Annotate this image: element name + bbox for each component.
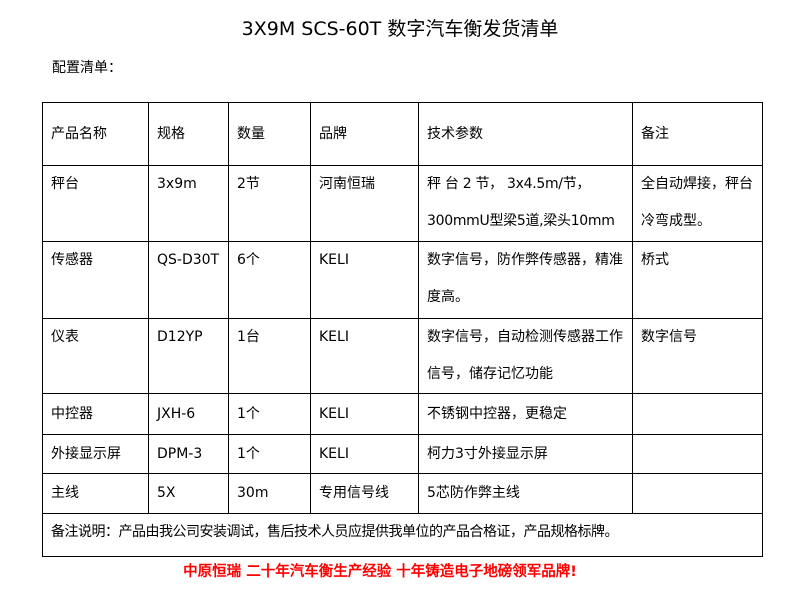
table-row: 主线 5X 30m 专用信号线 5芯防作弊主线 (42, 473, 763, 514)
cell: 5芯防作弊主线 (418, 473, 633, 514)
cell: KELI (310, 393, 419, 435)
cell: 1个 (228, 434, 311, 474)
cell: 30m (228, 473, 311, 514)
cell: KELI (310, 434, 419, 474)
cell: D12YP (148, 318, 229, 394)
document-title: 3X9M SCS-60T 数字汽车衡发货清单 (241, 18, 559, 40)
cell: 1台 (228, 318, 311, 394)
table-header-row: 产品名称 规格 数量 品牌 技术参数 备注 (42, 102, 763, 166)
cell: 秤台 (42, 165, 149, 242)
cell: 河南恒瑞 (310, 165, 419, 242)
cell: 仪表 (42, 318, 149, 394)
cell: JXH-6 (148, 393, 229, 435)
cell: 数字信号 (632, 318, 763, 394)
cell: 专用信号线 (310, 473, 419, 514)
header-cell: 产品名称 (42, 102, 149, 166)
cell: 数字信号，防作弊传感器，精准度高。 (418, 241, 633, 319)
header-cell: 规格 (148, 102, 229, 166)
header-cell: 数量 (228, 102, 311, 166)
cell: 6个 (228, 241, 311, 319)
cell: 桥式 (632, 241, 763, 319)
cell (632, 434, 763, 474)
table-row: 中控器 JXH-6 1个 KELI 不锈钢中控器，更稳定 (42, 393, 763, 435)
cell: 数字信号，自动检测传感器工作信号，储存记忆功能 (418, 318, 633, 394)
cell: 中控器 (42, 393, 149, 435)
config-list-label: 配置清单： (52, 60, 122, 76)
header-cell: 品牌 (310, 102, 419, 166)
header-cell: 技术参数 (418, 102, 633, 166)
table-note-row: 备注说明：产品由我公司安装调试，售后技术人员应提供我单位的产品合格证，产品规格标… (42, 513, 763, 557)
cell: 1个 (228, 393, 311, 435)
table-row: 外接显示屏 DPM-3 1个 KELI 柯力3寸外接显示屏 (42, 434, 763, 474)
table-row: 传感器 QS-D30T 6个 KELI 数字信号，防作弊传感器，精准度高。 桥式 (42, 241, 763, 319)
table-row: 仪表 D12YP 1台 KELI 数字信号，自动检测传感器工作信号，储存记忆功能… (42, 318, 763, 394)
slogan: 中原恒瑞 二十年汽车衡生产经验 十年铸造电子地磅领军品牌! (183, 564, 577, 580)
cell: 传感器 (42, 241, 149, 319)
header-cell: 备注 (632, 102, 763, 166)
note-cell: 备注说明：产品由我公司安装调试，售后技术人员应提供我单位的产品合格证，产品规格标… (42, 513, 763, 557)
cell: 秤 台 2 节， 3x4.5m/节， 300mmU型梁5道,梁头10mm (418, 165, 633, 242)
cell: 外接显示屏 (42, 434, 149, 474)
cell: 主线 (42, 473, 149, 514)
cell: DPM-3 (148, 434, 229, 474)
cell (632, 473, 763, 514)
cell: KELI (310, 318, 419, 394)
table-row: 秤台 3x9m 2节 河南恒瑞 秤 台 2 节， 3x4.5m/节， 300mm… (42, 165, 763, 242)
cell: 2节 (228, 165, 311, 242)
cell: QS-D30T (148, 241, 229, 319)
cell: 5X (148, 473, 229, 514)
cell: 3x9m (148, 165, 229, 242)
cell (632, 393, 763, 435)
cell: 全自动焊接，秤台冷弯成型。 (632, 165, 763, 242)
cell: KELI (310, 241, 419, 319)
shipment-table: 产品名称 规格 数量 品牌 技术参数 备注 秤台 3x9m 2节 河南恒瑞 秤 … (42, 102, 763, 557)
cell: 不锈钢中控器，更稳定 (418, 393, 633, 435)
cell: 柯力3寸外接显示屏 (418, 434, 633, 474)
